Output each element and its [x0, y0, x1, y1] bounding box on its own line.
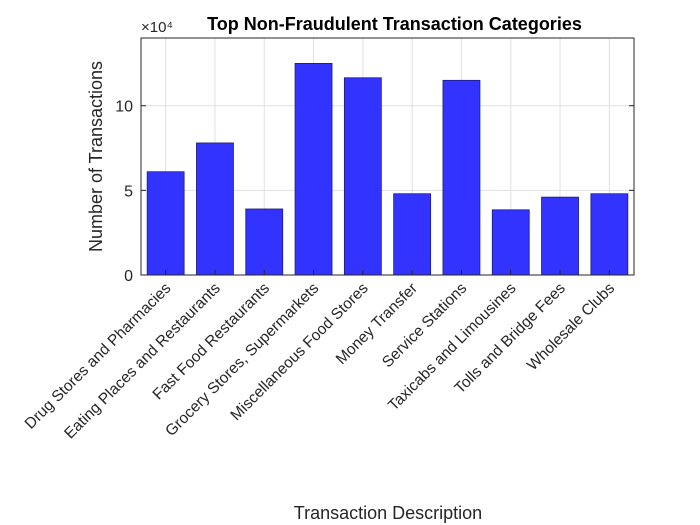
bar	[245, 208, 284, 276]
bars-group	[146, 62, 629, 276]
bar	[541, 196, 579, 276]
bar	[196, 142, 234, 276]
y-exponent-label: ×10⁴	[141, 19, 173, 36]
y-tick-label: 10	[115, 99, 133, 116]
x-tick-label: Service Stations	[379, 280, 470, 371]
y-axis-ticks: 0 5 10	[115, 99, 634, 285]
x-tick-label: Wholesale Clubs	[524, 280, 618, 374]
bar	[491, 209, 530, 276]
y-tick-label: 5	[124, 183, 133, 200]
bar	[393, 193, 432, 276]
chart-title: Top Non-Fraudulent Transaction Categorie…	[207, 14, 582, 34]
bar	[343, 77, 382, 276]
plot-area-border	[140, 37, 635, 276]
x-axis-label: Transaction Description	[294, 503, 482, 523]
y-tick-label: 0	[124, 268, 133, 285]
bar	[442, 79, 481, 276]
bar	[146, 171, 185, 276]
y-axis-label: Number of Transactions	[86, 61, 106, 252]
bar	[294, 62, 333, 276]
bar	[590, 193, 629, 276]
